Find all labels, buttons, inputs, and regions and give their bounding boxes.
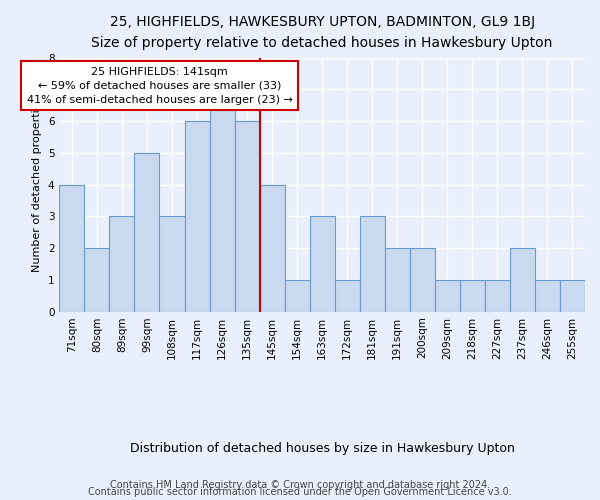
Bar [85, 248, 109, 312]
Bar [335, 280, 360, 312]
Title: 25, HIGHFIELDS, HAWKESBURY UPTON, BADMINTON, GL9 1BJ
Size of property relative t: 25, HIGHFIELDS, HAWKESBURY UPTON, BADMIN… [91, 15, 553, 50]
Bar [284, 280, 310, 312]
Bar [160, 216, 185, 312]
Bar [385, 248, 410, 312]
Bar [185, 121, 209, 312]
Bar [59, 184, 85, 312]
Bar [535, 280, 560, 312]
Bar [134, 153, 160, 312]
Text: Contains public sector information licensed under the Open Government Licence v3: Contains public sector information licen… [88, 487, 512, 497]
Bar [560, 280, 585, 312]
Bar [485, 280, 510, 312]
Bar [510, 248, 535, 312]
Bar [209, 90, 235, 312]
Text: 25 HIGHFIELDS: 141sqm
← 59% of detached houses are smaller (33)
41% of semi-deta: 25 HIGHFIELDS: 141sqm ← 59% of detached … [26, 66, 292, 104]
Bar [410, 248, 435, 312]
Bar [260, 184, 284, 312]
Bar [360, 216, 385, 312]
Bar [109, 216, 134, 312]
Bar [310, 216, 335, 312]
Bar [435, 280, 460, 312]
Text: Contains HM Land Registry data © Crown copyright and database right 2024.: Contains HM Land Registry data © Crown c… [110, 480, 490, 490]
Y-axis label: Number of detached properties: Number of detached properties [32, 97, 43, 272]
Bar [460, 280, 485, 312]
X-axis label: Distribution of detached houses by size in Hawkesbury Upton: Distribution of detached houses by size … [130, 442, 515, 455]
Bar [235, 121, 260, 312]
